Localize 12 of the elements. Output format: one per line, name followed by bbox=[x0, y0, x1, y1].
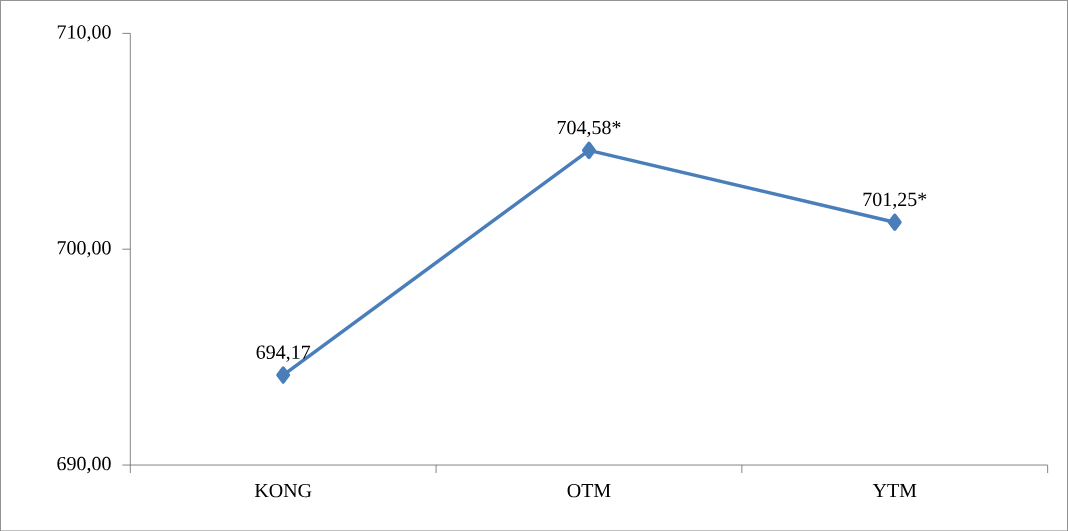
point bbox=[276, 366, 291, 384]
point bbox=[581, 141, 596, 159]
x-tick-label: OTM bbox=[567, 483, 611, 498]
x-tick-label: KONG bbox=[254, 483, 312, 498]
y-tick-label: 690,00 bbox=[57, 456, 111, 474]
data-label: 694,17 bbox=[256, 345, 311, 362]
point bbox=[887, 213, 902, 231]
x-tick-label: YTM bbox=[872, 483, 917, 497]
y-tick-label: 700,00 bbox=[57, 240, 111, 258]
data-label: 701,25* bbox=[863, 192, 927, 209]
data-label: 704,58* bbox=[557, 120, 621, 137]
y-tick-label: 710,00 bbox=[57, 24, 111, 42]
